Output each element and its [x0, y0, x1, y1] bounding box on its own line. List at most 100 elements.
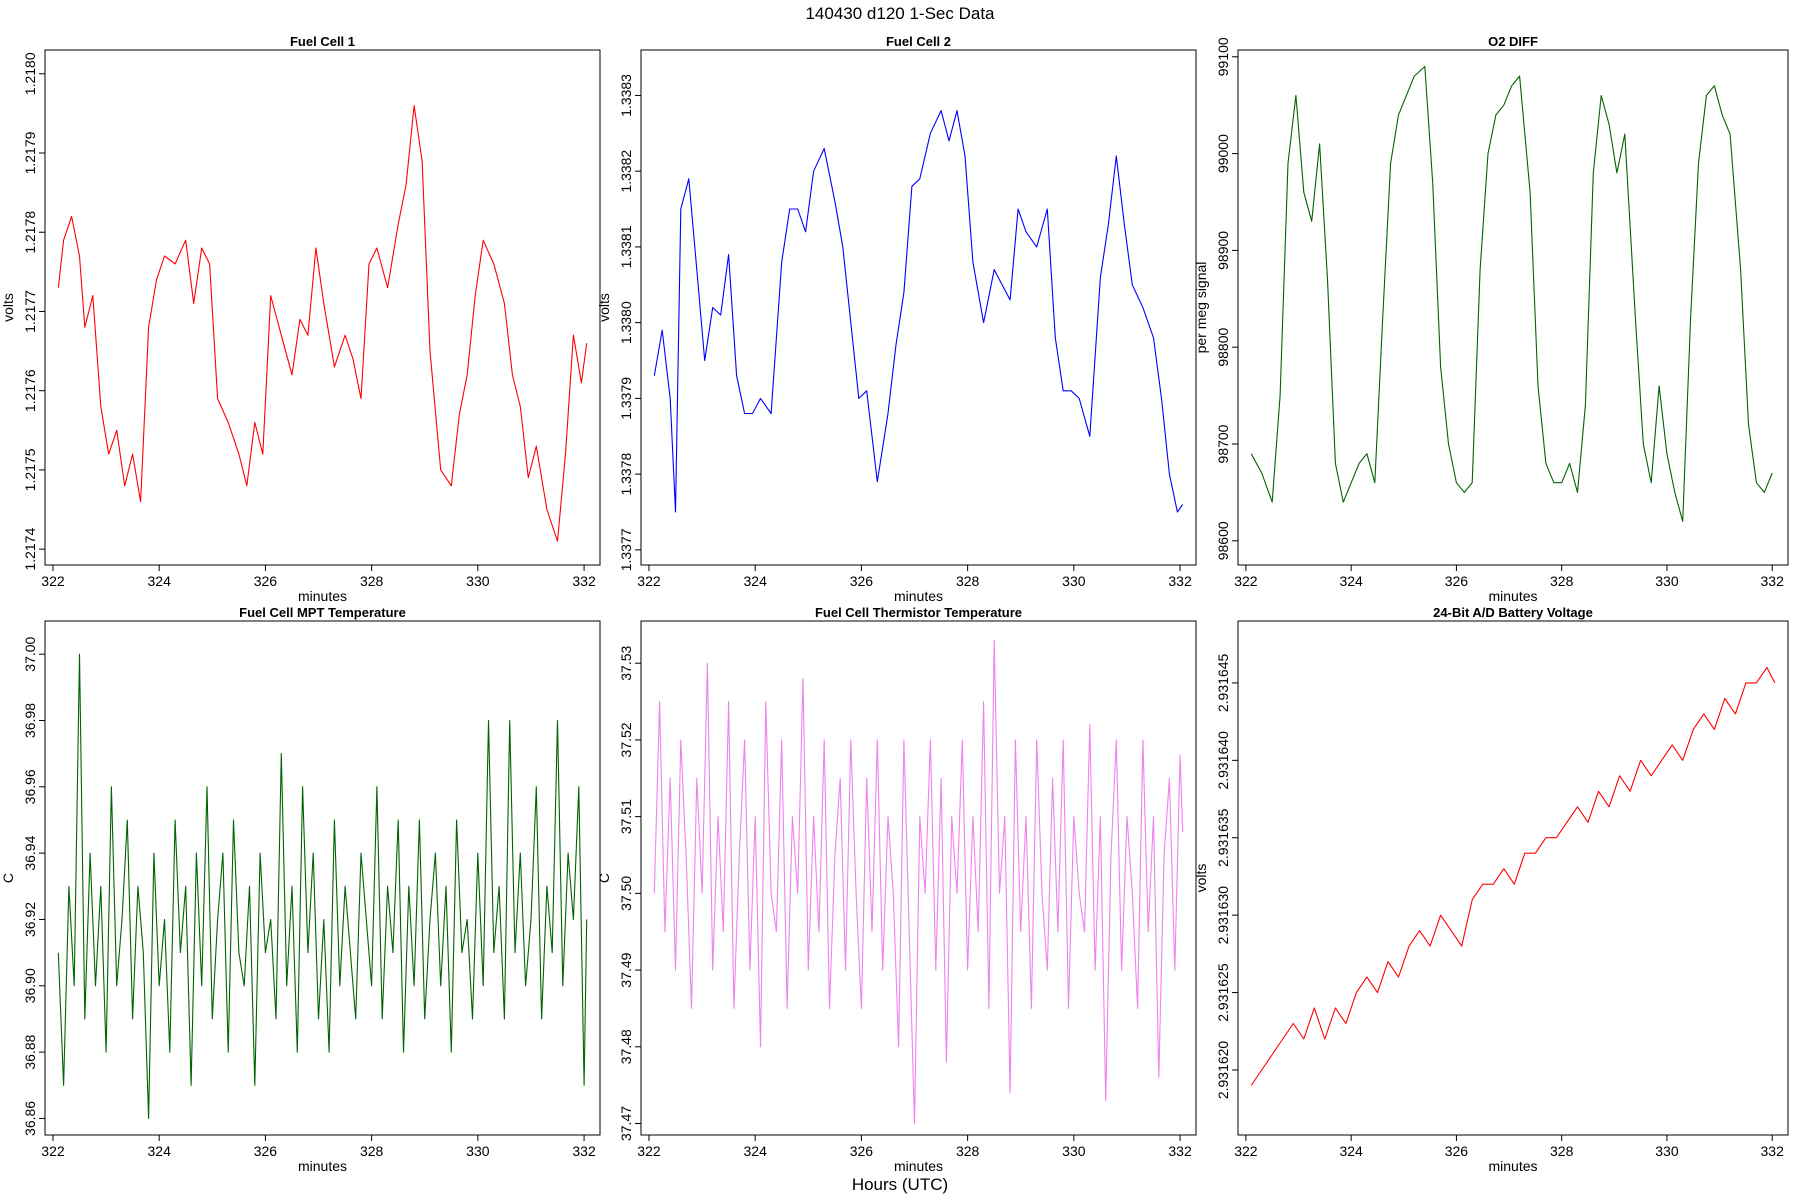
- x-tick-label: 330: [1655, 573, 1679, 589]
- y-tick-label: 2.931635: [1215, 808, 1231, 867]
- x-tick-label: 324: [148, 1143, 172, 1159]
- y-tick-label: 2.931625: [1215, 963, 1231, 1022]
- panel-title: 24-Bit A/D Battery Voltage: [1433, 605, 1593, 620]
- series-line: [1250, 65, 1773, 522]
- x-axis-label: minutes: [298, 588, 347, 604]
- y-axis-label: C: [0, 873, 16, 883]
- y-tick-label: 99100: [1215, 37, 1231, 76]
- x-tick-label: 332: [1168, 573, 1192, 589]
- x-tick-label: 322: [1234, 1143, 1258, 1159]
- plot-frame: [44, 620, 601, 1136]
- y-tick-label: 1.2174: [22, 528, 38, 571]
- x-axis-label: minutes: [298, 1158, 347, 1174]
- x-tick-label: 328: [1550, 1143, 1574, 1159]
- y-tick-label: 99000: [1215, 134, 1231, 173]
- y-tick-label: 36.88: [22, 1034, 38, 1069]
- y-tick-label: 1.2180: [22, 52, 38, 95]
- x-tick-label: 330: [1655, 1143, 1679, 1159]
- y-axis-label: per meg signal: [1193, 262, 1209, 354]
- y-tick-label: 1.3377: [618, 528, 634, 571]
- chart-panels: Fuel Cell 1 322 324 326 328 330 332 1.2174 1.217…: [0, 34, 1789, 1174]
- y-tick-label: 37.51: [618, 799, 634, 834]
- x-tick-label: 326: [254, 1143, 278, 1159]
- x-tick-label: 326: [254, 573, 278, 589]
- x-tick-label: 326: [1445, 573, 1469, 589]
- x-tick-label: 326: [850, 573, 874, 589]
- y-tick-label: 36.96: [22, 769, 38, 804]
- panel: O2 DIFF 322 324 326 328 330 332 98600 98700 98800…: [1193, 34, 1789, 604]
- y-tick-label: 37.50: [618, 876, 634, 911]
- x-tick-label: 322: [41, 1143, 65, 1159]
- x-tick-label: 328: [956, 1143, 980, 1159]
- panel: Fuel Cell 1 322 324 326 328 330 332 1.2174 1.217…: [0, 34, 601, 604]
- y-tick-label: 98600: [1215, 521, 1231, 560]
- x-tick-label: 332: [1168, 1143, 1192, 1159]
- x-tick-label: 326: [1445, 1143, 1469, 1159]
- y-tick-label: 1.2176: [22, 369, 38, 412]
- y-tick-label: 37.48: [618, 1029, 634, 1064]
- x-tick-label: 332: [572, 573, 596, 589]
- y-tick-label: 1.3380: [618, 301, 634, 344]
- y-tick-label: 37.00: [22, 636, 38, 671]
- x-axis-label: minutes: [894, 1158, 943, 1174]
- y-tick-label: 1.2179: [22, 131, 38, 174]
- y-tick-label: 1.3379: [618, 377, 634, 420]
- x-tick-label: 324: [744, 1143, 768, 1159]
- panel: 24-Bit A/D Battery Voltage 322 324 326 328 33…: [1193, 605, 1789, 1174]
- y-axis-label: volts: [596, 293, 612, 322]
- y-tick-label: 37.47: [618, 1106, 634, 1141]
- panel-title: Fuel Cell 1: [290, 34, 355, 49]
- x-tick-label: 332: [572, 1143, 596, 1159]
- y-tick-label: 1.2177: [22, 290, 38, 333]
- plot-frame: [44, 49, 601, 566]
- y-tick-label: 2.931630: [1215, 886, 1231, 945]
- x-tick-label: 326: [850, 1143, 874, 1159]
- y-tick-label: 2.931640: [1215, 731, 1231, 790]
- panel-title: Fuel Cell Thermistor Temperature: [815, 605, 1022, 620]
- panel-title: Fuel Cell MPT Temperature: [239, 605, 406, 620]
- plot-frame: [640, 620, 1197, 1136]
- x-tick-label: 322: [1234, 573, 1258, 589]
- panel: Fuel Cell MPT Temperature 322 324 326 328 330…: [0, 605, 601, 1174]
- x-tick-label: 324: [1339, 573, 1363, 589]
- series-line: [1250, 666, 1776, 1086]
- series-line: [653, 110, 1184, 513]
- y-tick-label: 37.53: [618, 645, 634, 680]
- plot-frame: [1237, 49, 1789, 566]
- x-axis-label: minutes: [894, 588, 943, 604]
- y-tick-label: 98700: [1215, 424, 1231, 463]
- x-axis-label: minutes: [1488, 1158, 1537, 1174]
- y-tick-label: 1.3382: [618, 150, 634, 193]
- x-tick-label: 324: [148, 573, 172, 589]
- y-tick-label: 37.49: [618, 952, 634, 987]
- y-tick-label: 2.931620: [1215, 1041, 1231, 1100]
- x-tick-label: 330: [466, 1143, 490, 1159]
- y-tick-label: 36.90: [22, 968, 38, 1003]
- y-tick-label: 1.3383: [618, 74, 634, 117]
- series-line: [57, 104, 588, 542]
- plot-frame: [1237, 620, 1789, 1136]
- x-tick-label: 328: [1550, 573, 1574, 589]
- y-tick-label: 98900: [1215, 231, 1231, 270]
- y-tick-label: 2.931645: [1215, 654, 1231, 713]
- figure-title: 140430 d120 1-Sec Data: [805, 4, 995, 23]
- panel-title: Fuel Cell 2: [886, 34, 951, 49]
- y-axis-label: volts: [1193, 864, 1209, 893]
- x-tick-label: 322: [637, 1143, 661, 1159]
- plot-frame: [640, 49, 1197, 566]
- x-tick-label: 328: [956, 573, 980, 589]
- x-tick-label: 330: [466, 573, 490, 589]
- x-tick-label: 322: [637, 573, 661, 589]
- x-tick-label: 328: [360, 573, 384, 589]
- x-tick-label: 332: [1761, 1143, 1785, 1159]
- y-tick-label: 1.2178: [22, 211, 38, 254]
- y-tick-label: 36.86: [22, 1101, 38, 1136]
- x-tick-label: 330: [1062, 573, 1086, 589]
- y-tick-label: 36.98: [22, 703, 38, 738]
- y-tick-label: 1.2175: [22, 448, 38, 491]
- series-line: [57, 653, 588, 1119]
- y-tick-label: 98800: [1215, 328, 1231, 367]
- x-tick-label: 322: [41, 573, 65, 589]
- y-tick-label: 36.92: [22, 902, 38, 937]
